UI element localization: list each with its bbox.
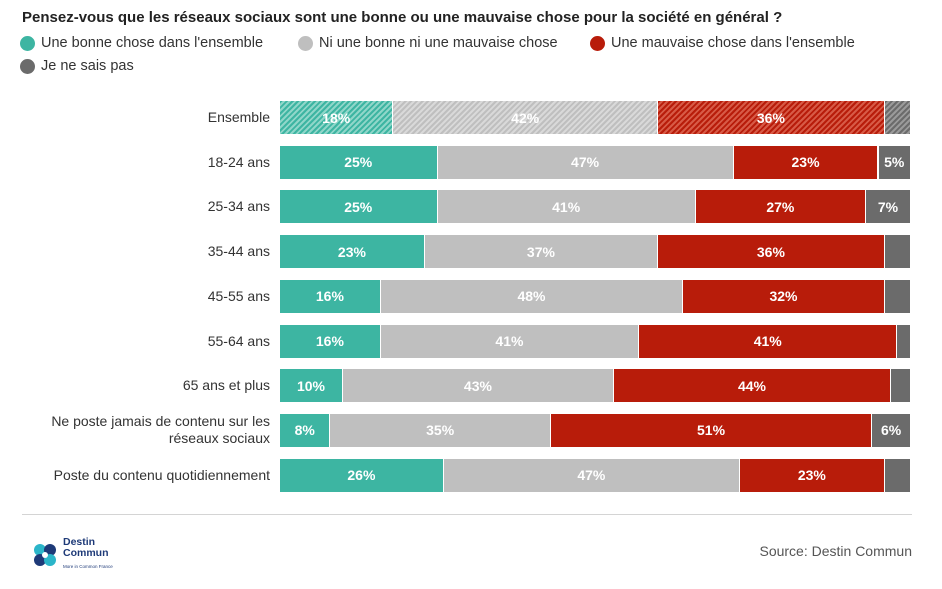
bar-segment: 23% — [739, 458, 885, 492]
data-label: 42% — [511, 109, 540, 126]
bar-segment: 23% — [733, 145, 879, 179]
bar-segment: 6% — [872, 413, 910, 447]
row-label: Ne poste jamais de contenu sur les résea… — [51, 413, 270, 447]
bar-segment — [884, 101, 910, 134]
data-label: 6% — [880, 422, 902, 439]
bar-segment: 43% — [343, 369, 614, 403]
row-label: Ensemble — [207, 109, 270, 125]
bar-segment: 32% — [683, 279, 885, 313]
data-label: 18% — [322, 109, 351, 126]
bar-segment — [897, 324, 910, 358]
bar-segment: 26% — [280, 458, 444, 492]
logo-mark-icon — [34, 543, 56, 566]
bar-segment: 16% — [280, 324, 381, 358]
legend-label: Ni une bonne ni une mauvaise chose — [319, 35, 558, 51]
bar-segment: 48% — [380, 279, 684, 313]
bar-segment: 47% — [443, 458, 740, 492]
bar-segment: 41% — [639, 324, 898, 358]
bar-segment: 8% — [280, 413, 331, 447]
bar-segment: 37% — [424, 235, 658, 269]
bar-segment: 42% — [393, 101, 658, 134]
bar-segment: 36% — [658, 235, 885, 269]
data-label: 23% — [791, 154, 820, 171]
data-label: 47% — [577, 467, 606, 484]
legend-item: Une bonne chose dans l'ensemble — [20, 35, 263, 51]
bar-segment: 47% — [437, 145, 734, 179]
row-label: 35-44 ans — [207, 243, 270, 260]
data-label: 41% — [753, 333, 782, 349]
data-label: 41% — [552, 198, 581, 215]
legend-swatch-icon — [20, 35, 35, 51]
legend-swatch-icon — [590, 35, 605, 51]
bar-segment: 10% — [280, 369, 343, 403]
data-label: 47% — [571, 154, 600, 171]
source-text: Source: Destin Commun — [759, 543, 912, 559]
bar-segment: 44% — [613, 369, 892, 403]
data-label: 41% — [495, 333, 524, 349]
row-label: 45-55 ans — [207, 287, 270, 304]
logo-line2: Commun — [63, 547, 109, 559]
data-label: 23% — [337, 243, 366, 260]
data-label: 23% — [797, 467, 826, 484]
bar-segment: 51% — [550, 413, 873, 447]
bar-segment: 41% — [437, 190, 696, 224]
chart-title: Pensez-vous que les réseaux sociaux sont… — [22, 9, 783, 26]
data-label: 10% — [296, 377, 326, 394]
bar-segment: 25% — [280, 190, 438, 224]
bar-segment — [884, 279, 910, 313]
data-label: 25% — [344, 154, 373, 171]
data-label: 44% — [737, 377, 766, 394]
data-label: 7% — [877, 198, 899, 215]
bar-segment — [884, 458, 910, 492]
data-label: 37% — [526, 243, 555, 260]
data-label: 48% — [517, 288, 546, 305]
divider — [22, 514, 912, 515]
bar-segment: 16% — [280, 279, 381, 313]
row-label: 55-64 ans — [207, 332, 270, 349]
data-label: 36% — [756, 109, 785, 126]
data-label: 26% — [347, 467, 376, 484]
legend-label: Une bonne chose dans l'ensemble — [41, 35, 264, 51]
row-label: 18-24 ans — [207, 153, 270, 170]
data-label: 16% — [315, 333, 344, 349]
data-label: 43% — [463, 377, 492, 394]
data-label: 8% — [294, 422, 315, 439]
data-label: 25% — [344, 198, 373, 215]
bar-segment: 18% — [280, 101, 394, 134]
logo-line1: Destin — [63, 536, 96, 548]
logo-tagline: More in Common France — [63, 564, 113, 569]
row-label: 65 ans et plus — [182, 377, 270, 394]
legend-swatch-icon — [298, 35, 313, 51]
bar-segment: 7% — [865, 190, 910, 224]
legend-label: Je ne sais pas — [41, 58, 134, 74]
data-label: 35% — [426, 422, 455, 439]
bar-segment: 27% — [695, 190, 866, 224]
data-label: 16% — [315, 288, 344, 305]
legend-label: Une mauvaise chose dans l'ensemble — [611, 35, 855, 51]
legend-swatch-icon — [20, 58, 35, 74]
bar-segment: 36% — [658, 101, 885, 134]
row-label: 25-34 ans — [207, 198, 270, 215]
data-label: 51% — [697, 422, 726, 439]
bar-segment — [884, 235, 910, 269]
row-label: Poste du contenu quotidiennement — [53, 466, 270, 483]
bar-segment: 23% — [280, 235, 425, 269]
destin-commun-logo: Destin Commun More in Common France — [32, 537, 113, 572]
bar-segment: 41% — [380, 324, 640, 358]
bar-segment: 35% — [330, 413, 551, 447]
legend-item: Une mauvaise chose dans l'ensemble — [590, 35, 855, 51]
data-label: 32% — [769, 288, 798, 305]
legend-item: Je ne sais pas — [20, 58, 134, 74]
data-label: 27% — [766, 198, 795, 215]
bar-segment — [891, 369, 910, 403]
legend-item: Ni une bonne ni une mauvaise chose — [298, 35, 558, 51]
bar-segment: 5% — [878, 145, 910, 179]
bar-segment: 25% — [280, 145, 438, 179]
data-label: 36% — [756, 243, 785, 260]
data-label: 5% — [884, 154, 905, 171]
